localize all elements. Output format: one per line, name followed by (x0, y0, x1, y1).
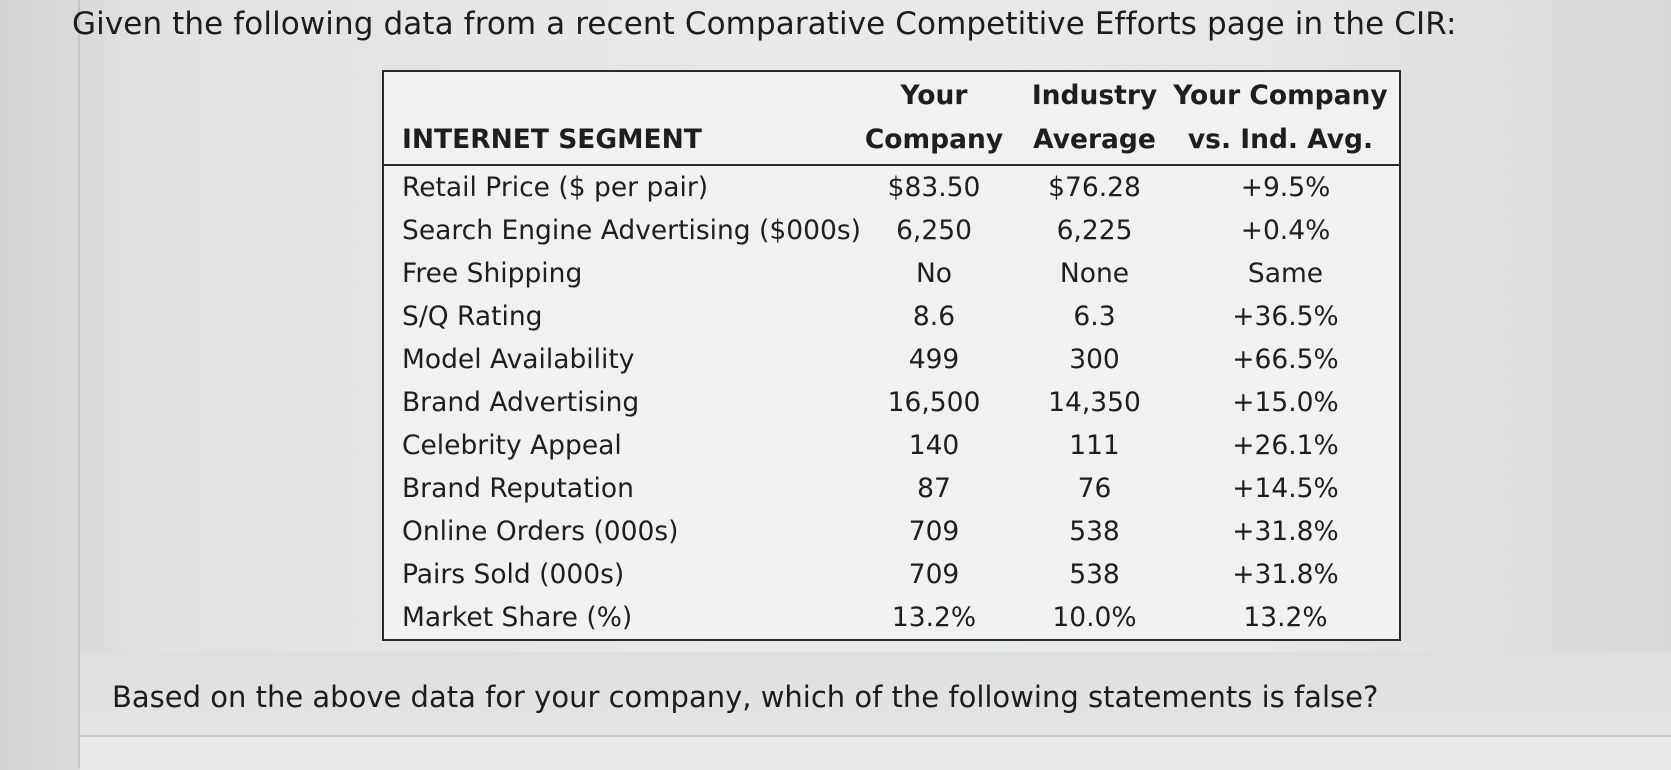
table-row: Market Share (%) 13.2% 10.0% 13.2% (383, 596, 1400, 640)
row-label: Free Shipping (402, 258, 583, 289)
row-label: S/Q Rating (402, 301, 543, 332)
header-internet-segment: INTERNET SEGMENT (383, 71, 851, 166)
your-company-value: 87 (917, 473, 951, 504)
your-company-value: 8.6 (912, 301, 956, 332)
vs-industry-average-value: +26.1% (1232, 430, 1339, 461)
question-prompt-band (80, 652, 1671, 736)
your-company-value: 140 (908, 430, 960, 461)
header-vs-industry-average-line-1: Your Company (1173, 80, 1388, 111)
question-prompt-text: Based on the above data for your company… (112, 680, 1379, 714)
industry-average-value: 300 (1069, 344, 1120, 375)
vs-industry-average-value: +14.5% (1232, 473, 1339, 504)
row-label: Online Orders (000s) (402, 516, 679, 547)
industry-average-value: $76.28 (1048, 172, 1141, 203)
your-company-value: 499 (908, 344, 960, 375)
industry-average-value: 538 (1069, 516, 1120, 547)
table-row: S/Q Rating 8.6 6.3 +36.5% (383, 295, 1400, 338)
table-row: Model Availability 499 300 +66.5% (383, 338, 1400, 381)
header-vs-industry-average: Your Company vs. Ind. Avg. (1172, 71, 1400, 166)
header-your-company-line-1: Your (900, 80, 968, 111)
header-industry-average: Industry Average (1017, 71, 1172, 166)
vs-industry-average-value: +15.0% (1232, 387, 1339, 418)
header-vs-industry-average-line-2: vs. Ind. Avg. (1187, 124, 1374, 155)
row-label: Model Availability (402, 344, 635, 375)
industry-average-value: None (1059, 258, 1130, 289)
header-industry-average-line-1: Industry (1031, 80, 1158, 111)
row-label: Brand Advertising (402, 387, 640, 418)
your-company-value: 6,250 (896, 215, 972, 246)
your-company-value: 16,500 (887, 387, 981, 418)
answer-options-area[interactable] (80, 735, 1671, 770)
table-body: Retail Price ($ per pair) $83.50 $76.28 … (383, 165, 1400, 640)
page-left-border (78, 0, 80, 768)
row-label: Brand Reputation (402, 473, 634, 504)
row-label: Market Share (%) (402, 602, 633, 633)
table-row: Celebrity Appeal 140 111 +26.1% (383, 424, 1400, 467)
industry-average-value: 14,350 (1048, 387, 1141, 418)
your-company-value: 13.2% (891, 602, 977, 633)
industry-average-value: 76 (1077, 473, 1112, 504)
vs-industry-average-value: +36.5% (1232, 301, 1339, 332)
header-your-company: Your Company (851, 71, 1017, 166)
vs-industry-average-value: 13.2% (1243, 602, 1328, 633)
row-label: Celebrity Appeal (402, 430, 622, 461)
table-row: Brand Reputation 87 76 +14.5% (383, 467, 1400, 510)
industry-average-value: 111 (1069, 430, 1120, 461)
table-row: Brand Advertising 16,500 14,350 +15.0% (383, 381, 1400, 424)
your-company-value: $83.50 (887, 172, 981, 203)
question-lead-text: Given the following data from a recent C… (72, 6, 1457, 42)
your-company-value: 709 (908, 516, 960, 547)
industry-average-value: 10.0% (1052, 602, 1137, 633)
table-header-row: INTERNET SEGMENT Your Company Industry A… (383, 71, 1400, 166)
your-company-value: 709 (908, 559, 960, 590)
header-your-company-line-2: Company (864, 124, 1004, 155)
industry-average-value: 6.3 (1073, 301, 1116, 332)
header-internet-segment-label: INTERNET SEGMENT (402, 124, 702, 155)
vs-industry-average-value: Same (1247, 258, 1324, 289)
table-row: Free Shipping No None Same (383, 252, 1400, 295)
vs-industry-average-value: +66.5% (1232, 344, 1339, 375)
table-row: Retail Price ($ per pair) $83.50 $76.28 … (383, 165, 1400, 209)
row-label: Search Engine Advertising ($000s) (402, 215, 861, 246)
industry-average-value: 6,225 (1056, 215, 1133, 246)
vs-industry-average-value: +31.8% (1232, 516, 1339, 547)
row-label: Pairs Sold (000s) (402, 559, 625, 590)
table-row: Online Orders (000s) 709 538 +31.8% (383, 510, 1400, 553)
vs-industry-average-value: +31.8% (1232, 559, 1339, 590)
vs-industry-average-value: +9.5% (1240, 172, 1331, 203)
table-header: INTERNET SEGMENT Your Company Industry A… (383, 71, 1400, 166)
header-industry-average-line-2: Average (1033, 124, 1156, 155)
industry-average-value: 538 (1069, 559, 1120, 590)
your-company-value: No (915, 258, 953, 289)
vs-industry-average-value: +0.4% (1240, 215, 1331, 246)
comparative-competitive-efforts-table: INTERNET SEGMENT Your Company Industry A… (382, 70, 1401, 641)
table-row: Search Engine Advertising ($000s) 6,250 … (383, 209, 1400, 252)
row-label: Retail Price ($ per pair) (402, 172, 709, 203)
table-row: Pairs Sold (000s) 709 538 +31.8% (383, 553, 1400, 596)
